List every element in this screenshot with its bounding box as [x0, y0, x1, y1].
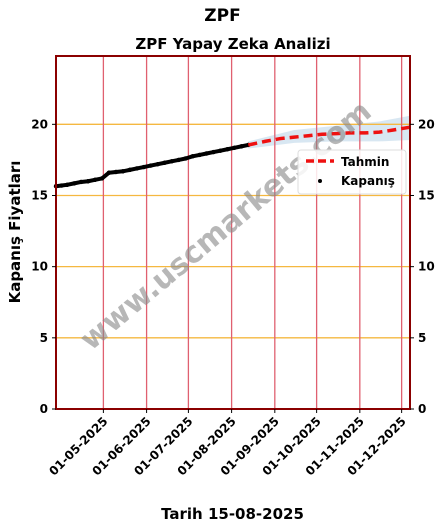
- legend: Tahmin Kapanış: [297, 149, 407, 195]
- close-point: [134, 166, 140, 171]
- legend-label-forecast: Tahmin: [341, 155, 389, 169]
- close-point: [120, 169, 126, 174]
- figure-suptitle: ZPF: [204, 6, 241, 26]
- y-tick-label-left: 10: [31, 260, 48, 274]
- close-point: [141, 164, 147, 170]
- close-point: [239, 144, 244, 149]
- close-point: [78, 179, 84, 185]
- close-point: [176, 157, 181, 163]
- chart-title: ZPF Yapay Zeka Analizi: [135, 35, 330, 53]
- close-point: [190, 154, 195, 159]
- close-point: [71, 181, 77, 186]
- close-point: [64, 182, 70, 188]
- close-point: [232, 145, 237, 151]
- y-tick-label-right: 15: [418, 188, 435, 202]
- y-tick-label-left: 5: [40, 331, 48, 345]
- legend-label-close: Kapanış: [341, 174, 395, 188]
- y-axis-label: Kapanış Fiyatları: [6, 161, 24, 304]
- plot-frame: [55, 55, 411, 410]
- close-point: [162, 160, 167, 165]
- y-tick-label-right: 10: [418, 260, 435, 274]
- close-point: [59, 183, 64, 188]
- close-point: [148, 163, 153, 168]
- close-point: [92, 177, 98, 183]
- watermark: www.uscmarkets.com: [73, 94, 378, 358]
- y-tick-label-right: 20: [418, 117, 435, 131]
- close-point: [155, 161, 160, 167]
- y-tick-label-right: 5: [418, 331, 426, 345]
- close-point: [113, 169, 119, 175]
- legend-swatch-close: [318, 179, 322, 183]
- y-tick-label-left: 0: [40, 402, 48, 416]
- close-point: [211, 149, 216, 155]
- close-point: [183, 156, 188, 161]
- y-tick-label-left: 20: [31, 117, 48, 131]
- close-point: [99, 176, 105, 181]
- y-tick-label-right: 0: [418, 402, 426, 416]
- forecast-line: [247, 125, 411, 147]
- close-point: [127, 167, 133, 173]
- close-point: [204, 151, 209, 156]
- close-point: [197, 152, 202, 158]
- close-point: [225, 147, 230, 152]
- y-tick-label-left: 15: [31, 188, 48, 202]
- close-point: [85, 179, 91, 184]
- close-point: [106, 170, 112, 175]
- footer-date: Tarih 15-08-2025: [161, 505, 304, 523]
- close-point: [218, 148, 223, 153]
- close-point: [169, 159, 174, 164]
